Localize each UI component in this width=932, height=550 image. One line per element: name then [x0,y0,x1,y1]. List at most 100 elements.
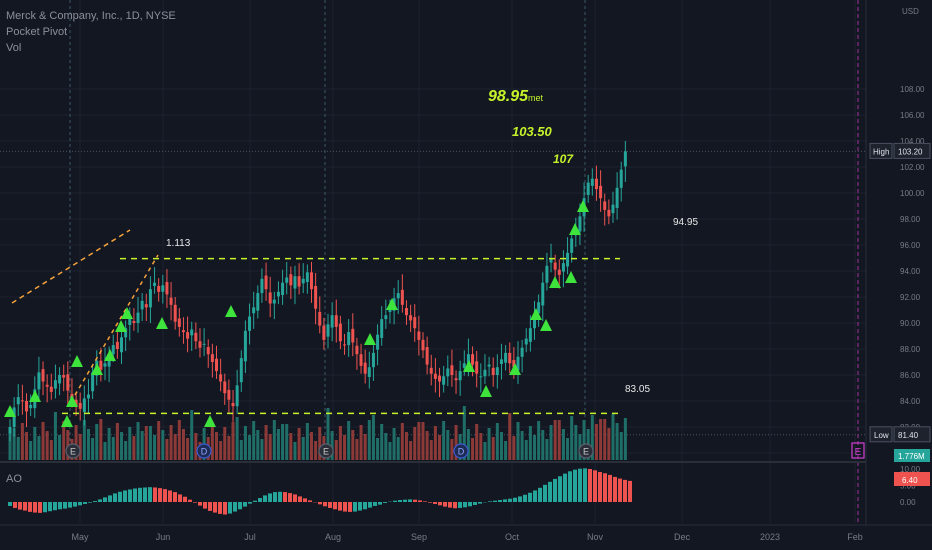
volume-bar [45,431,49,460]
ao-bar [128,489,132,502]
volume-bar [268,434,272,460]
ao-bar [33,502,37,513]
candle-body [557,269,561,275]
future-earnings-label: E [855,447,862,458]
ao-bar [8,502,12,506]
x-tick-label: Nov [587,532,604,542]
high-value-tag [893,142,931,159]
candle-body [561,263,565,272]
pocket-pivot-marker [115,320,127,332]
volume-bar [380,424,384,460]
volume-bar [557,420,561,460]
ao-bar [578,468,582,502]
candle-body [537,302,541,314]
candle-body [148,289,152,308]
pocket-pivot-marker [71,355,83,367]
ao-bar [263,495,267,502]
ao-bar [328,502,332,508]
ao-tick-label: 0.00 [900,498,916,507]
volume-bar [62,421,66,460]
volume-bar [219,441,223,460]
volume-bar [466,429,470,460]
ao-bar [143,487,147,502]
pocket-pivot-marker [386,298,398,310]
ao-bar [438,502,442,506]
volume-bar [153,435,157,460]
indicator-pocket-pivot[interactable]: Pocket Pivot [6,26,68,38]
candle-body [140,300,144,310]
ao-bar [488,501,492,502]
ao-bar [138,487,142,502]
volume-bar [338,426,342,460]
candle-body [41,369,45,382]
candle-body [99,360,103,370]
candle-body [268,292,272,304]
ao-bar [238,502,242,510]
candle-body [417,331,421,340]
candle-body [248,316,252,331]
indicator-volume[interactable]: Vol [6,42,22,54]
ao-bar [88,502,92,503]
ao-bar [183,496,187,502]
candle-body [194,332,198,342]
candle-body [128,317,132,325]
trendline-orange [74,254,159,396]
candle-body [512,360,516,368]
volume-bar [475,424,479,460]
candle-body [578,216,582,232]
ao-bar [123,490,127,502]
volume-bar [86,429,90,460]
y-tick-label: 100.00 [900,189,925,198]
volume-bar [173,434,177,460]
ao-bar [558,476,562,502]
candle-body [132,321,136,323]
y-tick-label: 90.00 [900,319,921,328]
y-tick-label: 94.00 [900,267,921,276]
volume-bar [454,425,458,460]
volume-bar [611,414,615,460]
ao-bar [53,502,57,511]
pocket-pivot-marker [156,317,168,329]
candle-body [549,259,553,263]
candle-body [607,209,611,217]
earnings-marker [65,443,81,459]
candle-body [190,329,194,336]
ao-bar [503,499,507,502]
ao-bar [118,491,122,502]
volume-bar [103,442,107,460]
candle-body [586,182,590,195]
ao-bar [623,479,627,502]
ao-bar [213,502,217,513]
ao-bar [258,498,262,502]
candle-body [285,277,289,283]
symbol-title[interactable]: Merck & Company, Inc., 1D, NYSE [6,10,176,22]
candle-body [62,375,66,378]
volume-bar [421,422,425,460]
annotation-107: 107 [553,152,574,166]
ao-bar [203,502,207,509]
pocket-pivot-marker [121,307,133,319]
volume-bar [227,436,231,460]
candle-body [326,324,330,337]
volume-bar [570,416,574,460]
ao-bar [543,484,547,502]
volume-bar [371,415,375,460]
candle-body [74,399,78,407]
candle-body [45,384,49,387]
ao-bar [48,502,52,512]
volume-bar [91,438,95,460]
low-tag-label: Low [874,431,889,440]
candle-body [590,178,594,186]
volume-bar [537,421,541,460]
candle-body [260,278,264,294]
ao-bar [563,473,567,502]
volume-bar [623,418,627,460]
candle-body [479,376,483,378]
candle-body [115,341,119,349]
volume-bar [512,436,516,460]
volume-bar [438,435,442,460]
candle-body [305,272,309,283]
candle-body [281,282,285,296]
low-value-label: 81.40 [898,431,919,440]
